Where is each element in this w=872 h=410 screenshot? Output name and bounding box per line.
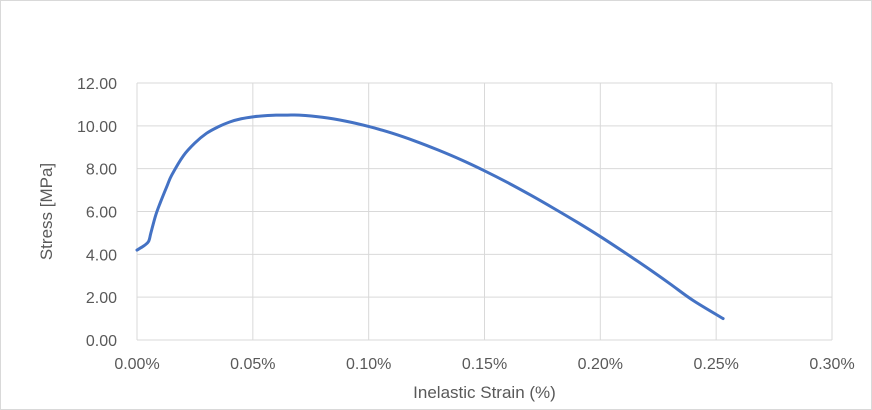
- y-tick-label: 2.00: [86, 290, 117, 307]
- y-axis-title: Stress [MPa]: [37, 163, 56, 260]
- y-axis-tick-labels: 0.00 2.00 4.00 6.00 8.00 10.00 12.00: [77, 76, 117, 350]
- x-tick-label: 0.10%: [346, 356, 391, 373]
- x-axis-title: Inelastic Strain (%): [413, 383, 556, 402]
- y-tick-label: 0.00: [86, 333, 117, 350]
- y-tick-label: 8.00: [86, 162, 117, 179]
- x-tick-label: 0.30%: [809, 356, 854, 373]
- series-line: [135, 113, 725, 321]
- x-tick-label: 0.25%: [693, 356, 738, 373]
- x-tick-label: 0.15%: [462, 356, 507, 373]
- y-tick-label: 12.00: [77, 76, 117, 93]
- y-tick-label: 10.00: [77, 119, 117, 136]
- series-layer: [135, 113, 725, 321]
- x-tick-label: 0.20%: [578, 356, 623, 373]
- gridlines: [136, 82, 833, 341]
- x-tick-label: 0.00%: [114, 356, 159, 373]
- x-tick-label: 0.05%: [230, 356, 275, 373]
- x-axis-tick-labels: 0.00% 0.05% 0.10% 0.15% 0.20% 0.25% 0.30%: [114, 356, 854, 373]
- y-tick-label: 4.00: [86, 247, 117, 264]
- y-tick-label: 6.00: [86, 205, 117, 222]
